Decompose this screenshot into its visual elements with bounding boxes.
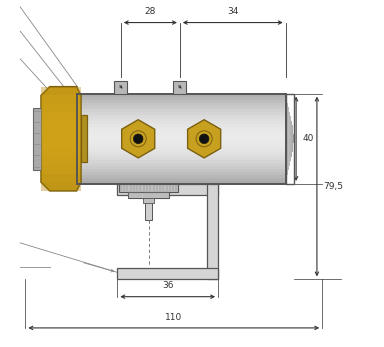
Bar <box>33 108 41 170</box>
Bar <box>288 107 289 170</box>
Circle shape <box>134 134 143 144</box>
Bar <box>41 87 81 95</box>
Bar <box>78 130 286 133</box>
Bar <box>78 148 286 151</box>
Bar <box>78 181 286 184</box>
Bar <box>78 172 286 175</box>
Bar <box>78 94 286 184</box>
Bar <box>78 163 286 166</box>
Polygon shape <box>188 120 221 158</box>
Bar <box>290 116 291 161</box>
Bar <box>78 154 286 157</box>
Text: 28: 28 <box>145 7 156 16</box>
Bar <box>78 178 286 181</box>
Bar <box>78 94 286 97</box>
Bar <box>41 95 81 104</box>
Bar <box>78 145 286 148</box>
Bar <box>118 268 218 279</box>
Bar <box>118 184 218 195</box>
Text: 34: 34 <box>227 7 238 16</box>
Bar <box>78 100 286 103</box>
Bar <box>41 121 81 130</box>
Bar <box>78 160 286 163</box>
Text: 79,5: 79,5 <box>323 182 343 191</box>
Bar <box>119 184 178 192</box>
Text: 40: 40 <box>302 134 314 143</box>
Bar <box>78 106 286 109</box>
Bar <box>78 169 286 172</box>
Bar <box>78 97 286 100</box>
Circle shape <box>199 134 209 144</box>
Text: 36: 36 <box>162 281 174 290</box>
Bar <box>173 81 187 94</box>
Bar <box>78 133 286 136</box>
Bar <box>78 175 286 178</box>
Bar <box>41 165 81 174</box>
Bar <box>81 115 87 162</box>
Bar <box>293 134 295 143</box>
Bar <box>78 121 286 124</box>
Bar <box>41 139 81 147</box>
Bar <box>78 136 286 139</box>
Bar <box>291 121 292 157</box>
Bar <box>41 182 81 191</box>
Bar <box>78 157 286 160</box>
Bar <box>41 104 81 113</box>
Bar <box>78 139 286 142</box>
Text: 110: 110 <box>165 313 182 322</box>
Polygon shape <box>122 120 155 158</box>
Polygon shape <box>41 87 81 191</box>
Bar <box>78 118 286 121</box>
Bar <box>292 125 293 152</box>
Bar <box>207 184 218 279</box>
Bar <box>41 156 81 165</box>
Bar <box>286 94 295 184</box>
Bar <box>78 151 286 154</box>
Bar <box>78 127 286 130</box>
Bar <box>286 98 288 179</box>
Bar <box>41 174 81 182</box>
Bar <box>78 142 286 145</box>
Bar <box>41 147 81 156</box>
Bar <box>41 130 81 139</box>
Bar <box>78 112 286 115</box>
Bar <box>114 81 127 94</box>
Bar <box>78 124 286 127</box>
Bar <box>41 113 81 121</box>
Bar <box>78 115 286 118</box>
Bar <box>78 109 286 112</box>
Bar <box>145 198 152 220</box>
Bar <box>289 112 290 166</box>
Bar <box>78 103 286 106</box>
Bar <box>78 166 286 169</box>
Bar <box>143 198 154 203</box>
Bar <box>128 192 169 198</box>
